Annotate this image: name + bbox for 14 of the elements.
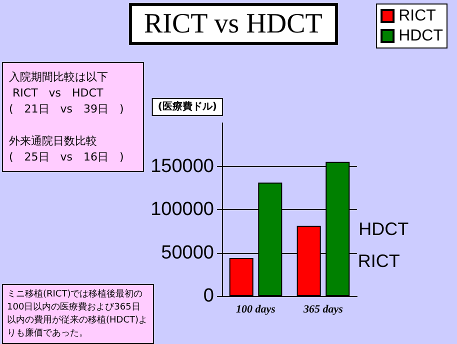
x-tick-label: 365 days	[302, 304, 343, 316]
legend-label: HDCT	[398, 28, 444, 44]
y-tick-label: 0	[203, 286, 214, 306]
y-tick-label: 50000	[161, 242, 214, 264]
text: RICT	[358, 250, 400, 271]
y-tick-label: 150000	[150, 156, 214, 177]
x-tick-label: 100 days	[236, 304, 276, 316]
y-tick-label: 100000	[150, 199, 214, 220]
chart-title: RICT vs HDCT	[144, 8, 322, 40]
legend-label: RICT	[398, 8, 436, 24]
text: ミニ移植(RICT)では移植後最初の100日以内の医療費および365日以内の費用が従来の移植(HDCT)よりも廉価であった。	[7, 288, 148, 338]
text: 入院期間比較は以下 RICT vs HDCT ( 21日 vs 39日 ) 外来通院日数比較 ( 25日 vs 16日 )	[9, 70, 124, 164]
y-axis-title: (医療費ドル)	[158, 100, 217, 112]
text: HDCT	[358, 218, 409, 239]
